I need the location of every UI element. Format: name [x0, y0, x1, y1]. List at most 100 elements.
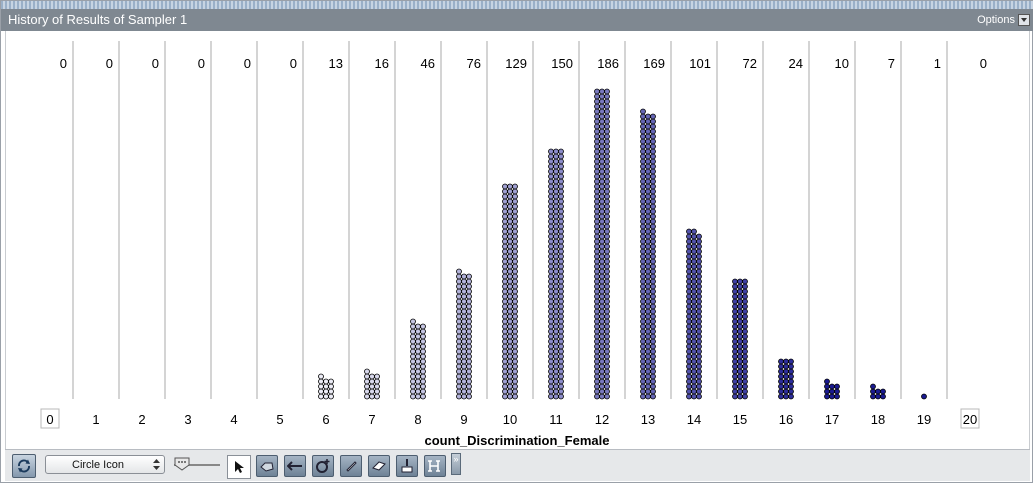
data-dot[interactable] [512, 243, 518, 250]
data-dot[interactable] [686, 368, 692, 375]
data-dot[interactable] [599, 298, 605, 305]
data-dot[interactable] [461, 338, 467, 345]
data-dot[interactable] [558, 223, 564, 230]
data-dot[interactable] [502, 218, 508, 225]
data-dot[interactable] [594, 313, 600, 320]
bar-11[interactable] [548, 148, 564, 400]
data-dot[interactable] [696, 263, 702, 270]
bar-7[interactable] [364, 368, 380, 400]
data-dot[interactable] [778, 378, 784, 385]
data-dot[interactable] [512, 213, 518, 220]
data-dot[interactable] [558, 193, 564, 200]
data-dot[interactable] [640, 243, 646, 250]
data-dot[interactable] [691, 253, 697, 260]
data-dot[interactable] [650, 363, 656, 370]
data-dot[interactable] [594, 93, 600, 100]
data-dot[interactable] [604, 283, 610, 290]
data-dot[interactable] [558, 383, 564, 390]
data-dot[interactable] [410, 323, 416, 330]
data-dot[interactable] [696, 243, 702, 250]
data-dot[interactable] [640, 278, 646, 285]
data-dot[interactable] [548, 318, 554, 325]
data-dot[interactable] [456, 348, 462, 355]
data-dot[interactable] [502, 348, 508, 355]
data-dot[interactable] [686, 298, 692, 305]
data-dot[interactable] [788, 358, 794, 365]
data-dot[interactable] [558, 203, 564, 210]
data-dot[interactable] [507, 223, 513, 230]
data-dot[interactable] [553, 158, 559, 165]
data-dot[interactable] [461, 393, 467, 400]
data-dot[interactable] [696, 338, 702, 345]
data-dot[interactable] [323, 378, 329, 385]
data-dot[interactable] [645, 278, 651, 285]
data-dot[interactable] [604, 373, 610, 380]
data-dot[interactable] [645, 188, 651, 195]
data-dot[interactable] [599, 363, 605, 370]
data-dot[interactable] [456, 388, 462, 395]
data-dot[interactable] [507, 388, 513, 395]
data-dot[interactable] [466, 318, 472, 325]
data-dot[interactable] [558, 243, 564, 250]
data-dot[interactable] [640, 168, 646, 175]
data-dot[interactable] [691, 263, 697, 270]
data-dot[interactable] [742, 378, 748, 385]
data-dot[interactable] [732, 308, 738, 315]
bar-18[interactable] [870, 383, 886, 400]
data-dot[interactable] [696, 273, 702, 280]
data-dot[interactable] [420, 383, 426, 390]
data-dot[interactable] [737, 393, 743, 400]
data-dot[interactable] [553, 368, 559, 375]
data-dot[interactable] [604, 208, 610, 215]
data-dot[interactable] [640, 363, 646, 370]
data-dot[interactable] [548, 168, 554, 175]
data-dot[interactable] [502, 328, 508, 335]
data-dot[interactable] [364, 388, 370, 395]
data-dot[interactable] [369, 378, 375, 385]
data-dot[interactable] [599, 198, 605, 205]
data-dot[interactable] [323, 393, 329, 400]
data-dot[interactable] [650, 268, 656, 275]
data-dot[interactable] [604, 263, 610, 270]
data-dot[interactable] [829, 383, 835, 390]
data-dot[interactable] [415, 348, 421, 355]
arrow-tool-button[interactable] [227, 455, 251, 479]
data-dot[interactable] [548, 293, 554, 300]
data-dot[interactable] [328, 388, 334, 395]
data-dot[interactable] [553, 328, 559, 335]
data-dot[interactable] [461, 388, 467, 395]
data-dot[interactable] [640, 123, 646, 130]
data-dot[interactable] [415, 343, 421, 350]
data-dot[interactable] [696, 353, 702, 360]
data-dot[interactable] [686, 358, 692, 365]
data-dot[interactable] [502, 303, 508, 310]
data-dot[interactable] [691, 358, 697, 365]
data-dot[interactable] [558, 388, 564, 395]
data-dot[interactable] [420, 333, 426, 340]
data-dot[interactable] [558, 178, 564, 185]
data-dot[interactable] [599, 328, 605, 335]
data-dot[interactable] [599, 163, 605, 170]
data-dot[interactable] [553, 193, 559, 200]
data-dot[interactable] [466, 283, 472, 290]
data-dot[interactable] [921, 393, 927, 400]
data-dot[interactable] [558, 323, 564, 330]
data-dot[interactable] [645, 218, 651, 225]
data-dot[interactable] [558, 378, 564, 385]
data-dot[interactable] [502, 358, 508, 365]
data-dot[interactable] [502, 368, 508, 375]
data-dot[interactable] [732, 338, 738, 345]
data-dot[interactable] [599, 313, 605, 320]
data-dot[interactable] [650, 273, 656, 280]
data-dot[interactable] [558, 363, 564, 370]
data-dot[interactable] [737, 298, 743, 305]
data-dot[interactable] [604, 103, 610, 110]
data-dot[interactable] [456, 343, 462, 350]
data-dot[interactable] [558, 333, 564, 340]
data-dot[interactable] [553, 348, 559, 355]
data-dot[interactable] [650, 158, 656, 165]
data-dot[interactable] [553, 278, 559, 285]
data-dot[interactable] [466, 333, 472, 340]
data-dot[interactable] [640, 188, 646, 195]
data-dot[interactable] [732, 328, 738, 335]
